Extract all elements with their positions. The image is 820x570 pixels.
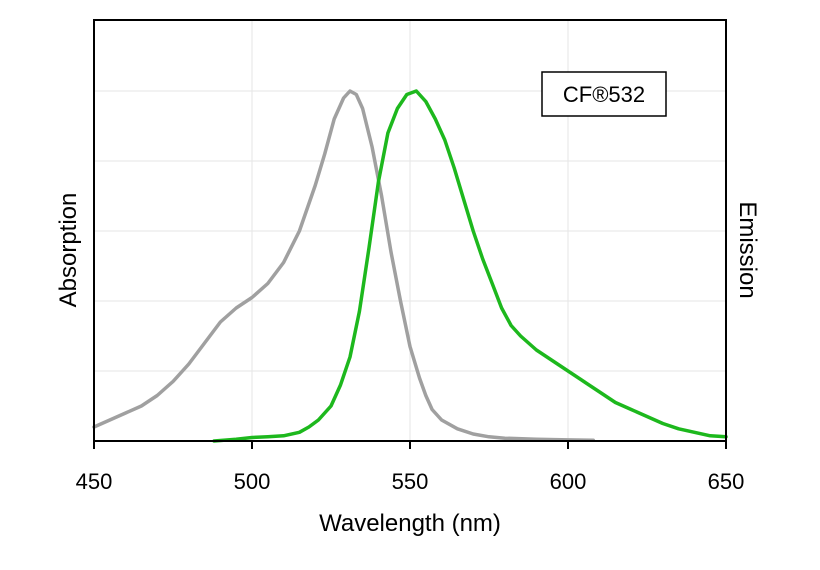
x-tick-label: 550 (392, 469, 429, 494)
y-axis-title-right: Emission (734, 201, 761, 298)
x-tick-label: 500 (234, 469, 271, 494)
x-tick-label: 450 (76, 469, 113, 494)
y-axis-title-left: Absorption (55, 193, 82, 308)
legend-label: CF®532 (563, 82, 645, 107)
x-ticks: 450 500 550 600 650 (76, 441, 745, 494)
x-tick-label: 600 (550, 469, 587, 494)
legend-frame (541, 71, 667, 117)
legend-box: CF®532 (541, 71, 667, 117)
series-line-absorption (92, 89, 596, 443)
x-axis-title: Wavelength (nm) (319, 510, 501, 537)
series-line-emission (212, 89, 728, 443)
x-tick-label: 650 (708, 469, 745, 494)
series-group (92, 89, 728, 443)
